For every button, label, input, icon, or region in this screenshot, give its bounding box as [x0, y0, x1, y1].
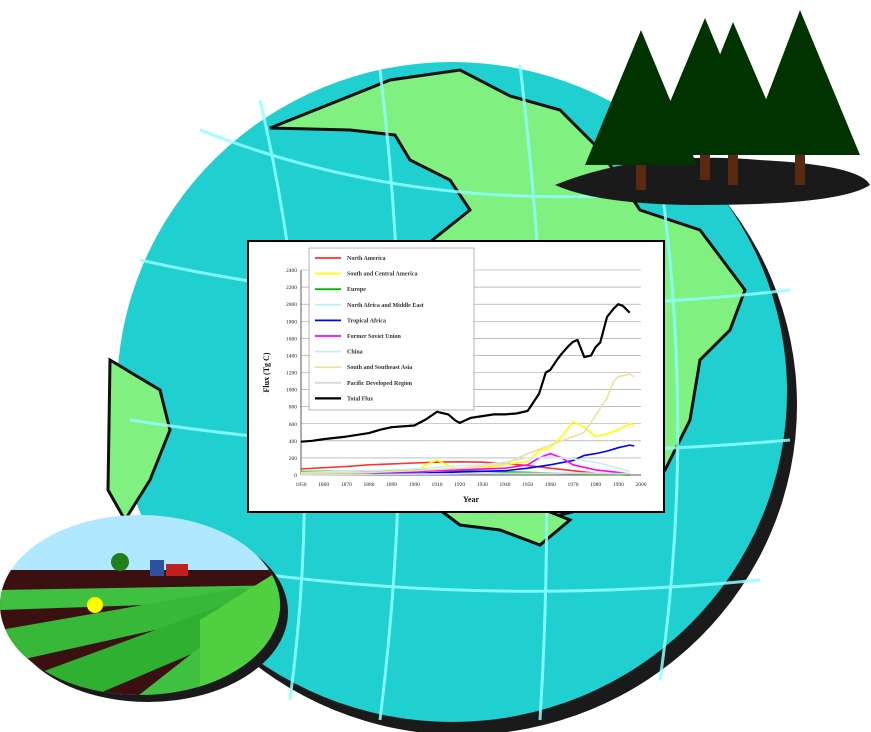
y-tick-label: 1400: [286, 353, 297, 359]
y-tick-label: 400: [289, 439, 298, 445]
x-tick-label: 2000: [636, 482, 647, 488]
x-tick-label: 1880: [364, 482, 375, 488]
x-tick-label: 1960: [545, 482, 556, 488]
x-tick-label: 1920: [454, 482, 465, 488]
y-tick-label: 1000: [286, 388, 297, 394]
x-tick-label: 1860: [318, 482, 329, 488]
x-tick-label: 1980: [590, 482, 601, 488]
series-line-north-america: [300, 461, 630, 476]
x-tick-label: 1930: [477, 482, 488, 488]
chart-legend: North America South and Central America Eu…: [308, 247, 475, 411]
chart-axes: 0 200 400 600 800 1000 1200 1400 1600 1800 2000 220…: [286, 268, 647, 488]
y-tick-label: 2400: [286, 268, 297, 274]
y-tick-label: 2200: [286, 285, 297, 291]
series-line-former-soviet-union: [300, 452, 630, 475]
flux-chart: 0 200 400 600 800 1000 1200 1400 1600 1800 2000 220…: [262, 247, 647, 504]
x-tick-label: 1990: [613, 482, 624, 488]
legend-label: South and Central America: [347, 272, 418, 278]
series-line-china: [300, 456, 630, 474]
pine-trees-icon: [585, 10, 860, 190]
x-tick-label: 1870: [341, 482, 352, 488]
y-tick-label: 2000: [286, 302, 297, 308]
trees-shadow: [555, 157, 870, 205]
y-tick-label: 1200: [286, 371, 297, 377]
legend-label: Pacific Developed Region: [347, 381, 413, 387]
x-tick-label: 1900: [409, 482, 420, 488]
legend-label: Total Flux: [347, 396, 373, 402]
x-tick-label: 1850: [296, 482, 307, 488]
y-axis-title: Flux (Tg C): [262, 352, 271, 392]
legend-label: Former Soviet Union: [347, 334, 402, 340]
legend-label: South and Southeast Asia: [347, 365, 412, 371]
y-tick-label: 0: [294, 473, 297, 479]
x-tick-label: 1940: [500, 482, 511, 488]
x-axis-title: Year: [463, 495, 479, 504]
legend-label: North America: [347, 256, 386, 262]
legend-label: North Africa and Middle East: [347, 303, 424, 309]
chart-panel: 0 200 400 600 800 1000 1200 1400 1600 1800 2000 220…: [247, 240, 665, 513]
y-tick-label: 1800: [286, 319, 297, 325]
x-tick-label: 1890: [386, 482, 397, 488]
y-tick-label: 600: [289, 422, 298, 428]
legend-label: Europe: [347, 287, 366, 293]
y-tick-label: 1600: [286, 336, 297, 342]
x-tick-label: 1910: [432, 482, 443, 488]
x-tick-label: 1950: [522, 482, 533, 488]
africa-landmass: [106, 357, 172, 523]
x-tick-label: 1970: [568, 482, 579, 488]
series-line-tropical-africa: [300, 444, 635, 475]
chart-series: [300, 303, 635, 476]
series-line-total-flux: [300, 303, 631, 443]
series-line-pacific-developed-region: [300, 472, 630, 476]
y-tick-label: 200: [289, 456, 298, 462]
legend-label: Tropical Africa: [347, 318, 386, 324]
legend-label: China: [347, 350, 363, 356]
y-tick-label: 800: [289, 405, 298, 411]
series-line-south-and-southeast-asia: [300, 373, 635, 475]
